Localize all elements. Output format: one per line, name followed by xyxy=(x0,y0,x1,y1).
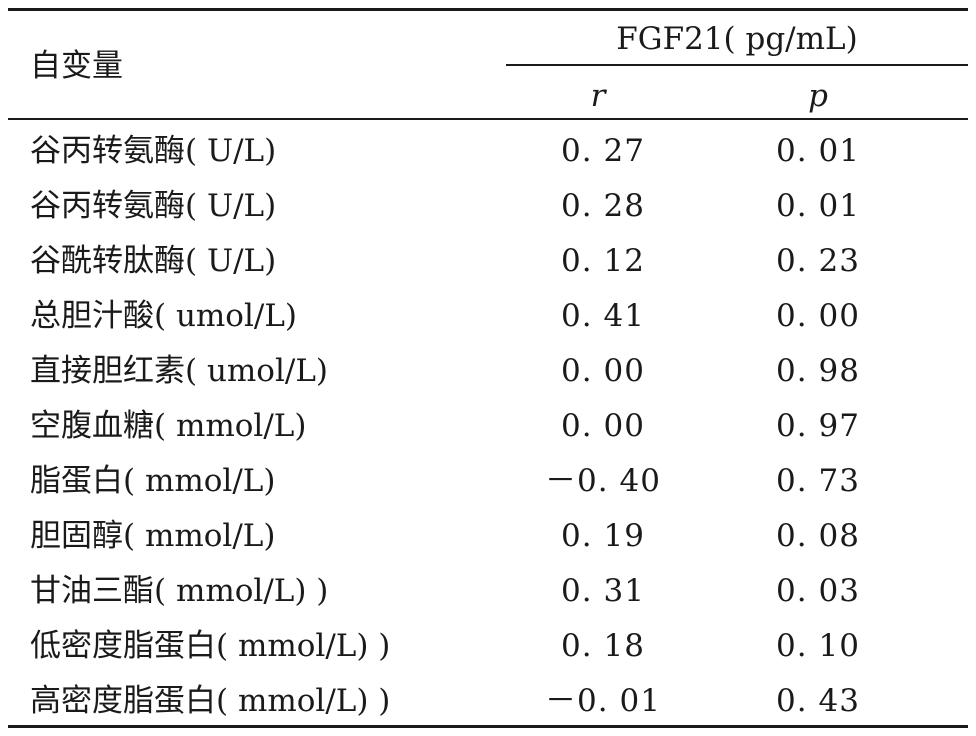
table-row: 高密度脂蛋白( mmol/L) ) －0. 01 0. 43 xyxy=(8,673,968,728)
row-label: 空腹血糖( mmol/L) xyxy=(30,408,307,444)
row-label: 谷丙转氨酶( U/L) xyxy=(30,133,277,169)
table-bottom-rule xyxy=(8,725,968,728)
p-value: 0. 73 xyxy=(776,463,860,499)
table-row: 甘油三酯( mmol/L) ) 0. 31 0. 03 xyxy=(8,563,968,618)
r-value: 0. 27 xyxy=(561,133,645,169)
p-value: 0. 98 xyxy=(776,353,860,389)
r-value: 0. 00 xyxy=(561,353,645,389)
group-header: FGF21( pg/mL) xyxy=(616,21,858,57)
row-label: 总胆汁酸( umol/L) xyxy=(30,298,298,334)
header-bottom-rule xyxy=(8,118,968,120)
r-value: 0. 18 xyxy=(561,628,645,664)
p-value: 0. 10 xyxy=(776,628,860,664)
row-label: 胆固醇( mmol/L) xyxy=(30,518,276,554)
p-value: 0. 97 xyxy=(776,408,860,444)
row-label: 脂蛋白( mmol/L) xyxy=(30,463,276,499)
corner-header: 自变量 xyxy=(30,48,123,84)
r-value: 0. 31 xyxy=(561,573,645,609)
r-value: 0. 00 xyxy=(561,408,645,444)
column-header-r: r xyxy=(590,78,606,114)
table-top-rule xyxy=(8,8,968,11)
r-value: 0. 19 xyxy=(561,518,645,554)
table-row: 脂蛋白( mmol/L) －0. 40 0. 73 xyxy=(8,453,968,508)
table-row: 总胆汁酸( umol/L) 0. 41 0. 00 xyxy=(8,288,968,343)
row-label: 高密度脂蛋白( mmol/L) ) xyxy=(30,683,391,719)
row-label: 直接胆红素( umol/L) xyxy=(30,353,329,389)
group-header-rule xyxy=(506,64,968,66)
correlation-table: 自变量 FGF21( pg/mL) r p 谷丙转氨酶( U/L) 0. 27 … xyxy=(8,8,968,728)
p-value: 0. 03 xyxy=(776,573,860,609)
r-value: 0. 28 xyxy=(561,188,645,224)
table-row: 空腹血糖( mmol/L) 0. 00 0. 97 xyxy=(8,398,968,453)
table-row: 谷酰转肽酶( U/L) 0. 12 0. 23 xyxy=(8,233,968,288)
row-label: 低密度脂蛋白( mmol/L) ) xyxy=(30,628,391,664)
table-row: 谷丙转氨酶( U/L) 0. 28 0. 01 xyxy=(8,178,968,233)
p-value: 0. 08 xyxy=(776,518,860,554)
p-value: 0. 43 xyxy=(776,683,860,719)
p-value: 0. 01 xyxy=(776,188,860,224)
p-value: 0. 00 xyxy=(776,298,860,334)
column-header-p: p xyxy=(808,78,828,114)
r-value: －0. 40 xyxy=(545,463,661,499)
p-value: 0. 01 xyxy=(776,133,860,169)
table-row: 低密度脂蛋白( mmol/L) ) 0. 18 0. 10 xyxy=(8,618,968,673)
table-row: 谷丙转氨酶( U/L) 0. 27 0. 01 xyxy=(8,123,968,178)
row-label: 谷丙转氨酶( U/L) xyxy=(30,188,277,224)
table-row: 直接胆红素( umol/L) 0. 00 0. 98 xyxy=(8,343,968,398)
r-value: －0. 01 xyxy=(545,683,661,719)
row-label: 谷酰转肽酶( U/L) xyxy=(30,243,277,279)
r-value: 0. 12 xyxy=(561,243,645,279)
r-value: 0. 41 xyxy=(561,298,645,334)
p-value: 0. 23 xyxy=(776,243,860,279)
row-label: 甘油三酯( mmol/L) ) xyxy=(30,573,329,609)
table-row: 胆固醇( mmol/L) 0. 19 0. 08 xyxy=(8,508,968,563)
